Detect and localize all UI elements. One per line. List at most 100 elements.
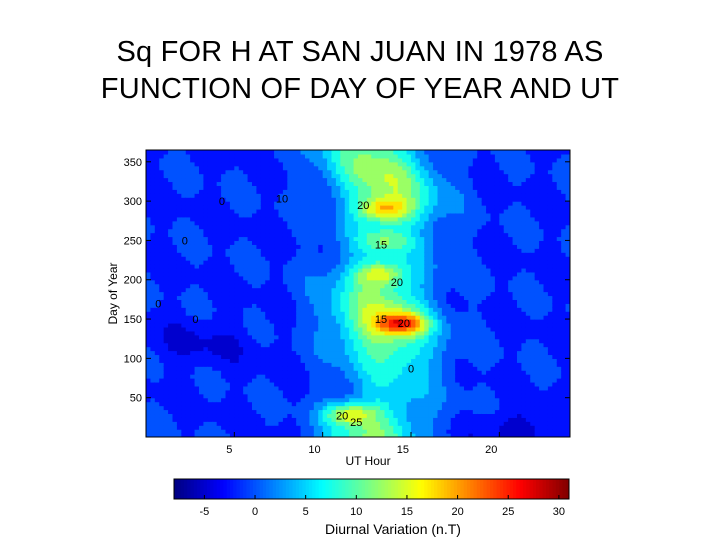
heatmap-cell bbox=[313, 244, 319, 249]
heatmap-cell bbox=[154, 153, 160, 159]
heatmap-cell bbox=[380, 338, 386, 344]
heatmap-cell bbox=[176, 185, 182, 190]
heatmap-cell bbox=[207, 228, 213, 234]
heatmap-cell bbox=[269, 338, 275, 344]
heatmap-cell bbox=[260, 220, 266, 226]
heatmap-cell bbox=[212, 205, 218, 210]
heatmap-cell bbox=[384, 185, 390, 190]
heatmap-cell bbox=[203, 260, 209, 265]
heatmap-cell bbox=[278, 362, 284, 367]
heatmap-cell bbox=[327, 315, 333, 320]
heatmap-cell bbox=[194, 295, 200, 300]
heatmap-cell bbox=[375, 256, 381, 261]
heatmap-cell bbox=[393, 334, 399, 340]
heatmap-cell bbox=[437, 228, 443, 234]
heatmap-cell bbox=[441, 413, 447, 418]
heatmap-cell bbox=[203, 197, 209, 202]
heatmap-cell bbox=[300, 405, 306, 411]
heatmap-cell bbox=[362, 311, 368, 316]
heatmap-cell bbox=[234, 177, 240, 183]
heatmap-cell bbox=[278, 264, 284, 269]
heatmap-cell bbox=[300, 425, 306, 430]
heatmap-cell bbox=[349, 260, 355, 265]
heatmap-cell bbox=[247, 208, 253, 214]
heatmap-cell bbox=[331, 315, 337, 320]
heatmap-cell bbox=[441, 220, 447, 226]
heatmap-cell bbox=[159, 385, 165, 391]
heatmap-cell bbox=[318, 205, 324, 210]
heatmap-cell bbox=[428, 417, 434, 422]
heatmap-cell bbox=[428, 185, 434, 190]
heatmap-cell bbox=[146, 252, 152, 257]
heatmap-cell bbox=[397, 224, 403, 230]
heatmap-cell bbox=[207, 248, 213, 253]
heatmap-cell bbox=[375, 264, 381, 269]
heatmap-cell bbox=[229, 338, 235, 344]
heatmap-cell bbox=[185, 236, 191, 242]
heatmap-cell bbox=[150, 374, 156, 379]
heatmap-cell bbox=[243, 319, 249, 324]
heatmap-cell bbox=[428, 425, 434, 430]
heatmap-cell bbox=[159, 295, 165, 300]
heatmap-cell bbox=[234, 303, 240, 308]
heatmap-cell bbox=[313, 378, 319, 383]
heatmap-cell bbox=[313, 287, 319, 293]
heatmap-cell bbox=[344, 287, 350, 293]
heatmap-cell bbox=[415, 405, 421, 411]
heatmap-cell bbox=[176, 319, 182, 324]
heatmap-cell bbox=[203, 150, 209, 155]
heatmap-cell bbox=[260, 256, 266, 261]
heatmap-cell bbox=[437, 366, 443, 371]
heatmap-cell bbox=[150, 224, 156, 230]
heatmap-cell bbox=[287, 338, 293, 344]
heatmap-cell bbox=[190, 330, 196, 336]
heatmap-cell bbox=[269, 267, 275, 273]
heatmap-cell bbox=[256, 275, 262, 281]
heatmap-cell bbox=[327, 248, 333, 253]
heatmap-cell bbox=[229, 370, 235, 375]
heatmap-cell bbox=[234, 271, 240, 277]
heatmap-cell bbox=[199, 228, 205, 234]
heatmap-cell bbox=[388, 362, 394, 367]
heatmap-cell bbox=[366, 224, 372, 230]
heatmap-cell bbox=[234, 417, 240, 422]
heatmap-cell bbox=[384, 354, 390, 359]
heatmap-cell bbox=[225, 267, 231, 273]
heatmap-cell bbox=[415, 381, 421, 387]
heatmap-cell bbox=[362, 201, 368, 206]
heatmap-cell bbox=[388, 401, 394, 407]
heatmap-cell bbox=[238, 425, 244, 430]
heatmap-cell bbox=[437, 358, 443, 363]
heatmap-cell bbox=[146, 220, 152, 226]
heatmap-cell bbox=[433, 413, 439, 418]
heatmap-cell bbox=[176, 153, 182, 159]
heatmap-cell bbox=[437, 267, 443, 273]
heatmap-cell bbox=[309, 252, 315, 257]
heatmap-cell bbox=[291, 311, 297, 316]
heatmap-cell bbox=[163, 417, 169, 422]
heatmap-cell bbox=[238, 173, 244, 179]
heatmap-cell bbox=[163, 385, 169, 391]
heatmap-cell bbox=[212, 362, 218, 367]
heatmap-cell bbox=[181, 248, 187, 253]
heatmap-cell bbox=[256, 295, 262, 300]
heatmap-cell bbox=[313, 150, 319, 155]
heatmap-cell bbox=[176, 366, 182, 371]
heatmap-cell bbox=[269, 150, 275, 155]
heatmap-cell bbox=[406, 165, 412, 171]
heatmap-cell bbox=[252, 405, 258, 411]
heatmap-cell bbox=[278, 354, 284, 359]
heatmap-cell bbox=[234, 165, 240, 171]
heatmap-cell bbox=[225, 205, 231, 210]
heatmap-cell bbox=[207, 311, 213, 316]
heatmap-cell bbox=[225, 307, 231, 312]
heatmap-cell bbox=[384, 157, 390, 163]
heatmap-cell bbox=[247, 189, 253, 194]
heatmap-cell bbox=[300, 153, 306, 159]
heatmap-cell bbox=[300, 307, 306, 312]
heatmap-cell bbox=[207, 150, 213, 155]
heatmap-cell bbox=[419, 252, 425, 257]
heatmap-cell bbox=[154, 315, 160, 320]
heatmap-cell bbox=[349, 319, 355, 324]
heatmap-cell bbox=[335, 397, 341, 403]
